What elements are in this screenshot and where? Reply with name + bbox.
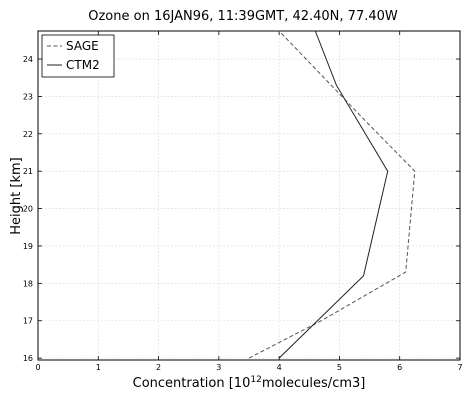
legend-box xyxy=(41,34,115,78)
y-tick-label: 17 xyxy=(23,317,33,326)
x-tick-label: 6 xyxy=(397,363,402,372)
x-tick-label: 1 xyxy=(96,363,101,372)
legend-sage-label: SAGE xyxy=(66,39,99,53)
legend-ctm2-label: CTM2 xyxy=(66,58,100,72)
x-tick-label: 7 xyxy=(457,363,462,372)
x-tick-label: 5 xyxy=(337,363,342,372)
x-tick-label: 3 xyxy=(216,363,221,372)
x-axis-label-tail: molecules/cm3] xyxy=(262,376,366,391)
plot-area xyxy=(37,30,461,361)
x-tick-label: 4 xyxy=(277,363,282,372)
x-axis-label: Concentration [1012molecules/cm3] xyxy=(133,375,366,391)
y-tick-label: 21 xyxy=(23,167,33,176)
series-line-ctm2 xyxy=(278,30,389,359)
x-axis-label-main: Concentration [10 xyxy=(133,376,251,391)
x-axis-label-exponent: 12 xyxy=(250,375,261,385)
y-tick-label: 23 xyxy=(23,92,33,101)
series-layer xyxy=(248,30,416,359)
y-tick-label: 20 xyxy=(23,205,33,214)
y-tick-label: 18 xyxy=(23,279,33,288)
x-axis: 0 1 2 3 4 5 6 7 xyxy=(35,31,463,372)
chart-title: Ozone on 16JAN96, 11:39GMT, 42.40N, 77.4… xyxy=(88,9,398,24)
x-tick-label: 0 xyxy=(35,363,40,372)
y-tick-label: 22 xyxy=(23,130,33,139)
y-axis-label: Height [km] xyxy=(9,157,24,234)
x-tick-label: 2 xyxy=(156,363,161,372)
y-axis: 16 17 18 19 20 21 22 23 24 xyxy=(23,55,460,363)
y-tick-label: 19 xyxy=(23,242,33,251)
legend: SAGE CTM2 xyxy=(41,34,115,78)
series-line-sage xyxy=(248,30,416,359)
y-tick-label: 16 xyxy=(23,354,33,363)
y-tick-label: 24 xyxy=(23,55,33,64)
grid xyxy=(38,31,460,360)
